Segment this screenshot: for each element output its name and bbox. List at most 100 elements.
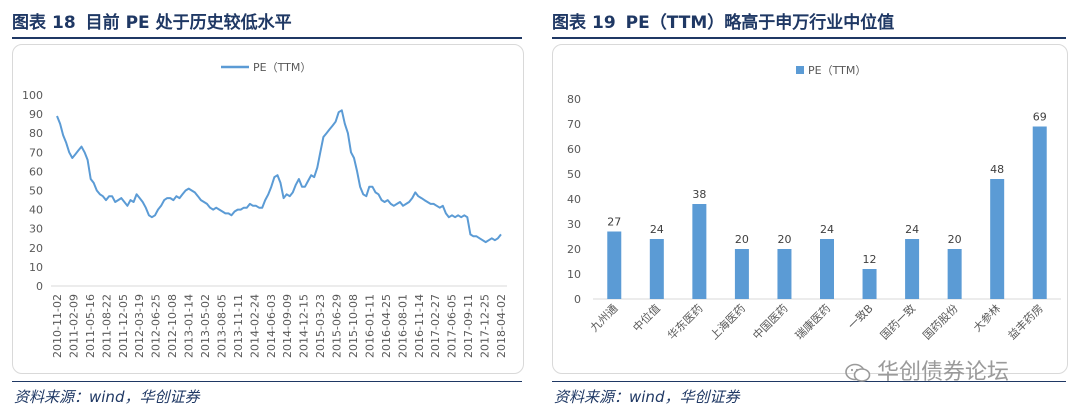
x-tick-label: 2011-08-22 — [100, 294, 113, 358]
bar — [947, 249, 962, 299]
legend-bar-swatch — [796, 66, 804, 74]
wechat-icon — [845, 363, 871, 382]
y-tick-label: 40 — [29, 204, 43, 217]
y-tick-label: 80 — [567, 93, 581, 106]
category-label: 大参林 — [970, 301, 1003, 334]
category-label: 上海医药 — [707, 301, 748, 342]
bar-data-label: 38 — [692, 188, 706, 201]
x-tick-label: 2011-02-09 — [67, 294, 80, 358]
bar-data-label: 20 — [777, 233, 791, 246]
line-chart-frame: PE（TTM） 0 10 20 30 40 50 60 70 80 90 100 2010-11-02 2… — [12, 44, 524, 374]
y-tick-label: 10 — [567, 268, 581, 281]
y-tick-label: 20 — [567, 243, 581, 256]
x-tick-label: 2013-11-11 — [232, 294, 245, 358]
right-figure-caption: PE（TTM）略高于申万行业中位值 — [625, 13, 895, 33]
left-figure-number: 18 — [52, 13, 76, 33]
bar — [777, 249, 792, 299]
bar — [649, 239, 664, 299]
x-tick-label: 2013-01-14 — [183, 294, 196, 358]
category-label: 一致B — [845, 301, 876, 332]
x-tick-label: 2015-10-08 — [347, 294, 360, 358]
y-tick-label: 30 — [567, 218, 581, 231]
y-tick-label: 70 — [29, 146, 43, 159]
x-tick-label: 2013-05-02 — [199, 294, 212, 358]
right-source-rule — [552, 381, 1066, 382]
bar-data-label: 20 — [735, 233, 749, 246]
y-tick-label: 40 — [567, 193, 581, 206]
x-tick-label: 2012-10-08 — [166, 294, 179, 358]
x-tick-label: 2017-06-05 — [446, 294, 459, 358]
y-tick-label: 70 — [567, 118, 581, 131]
left-figure-caption: 目前 PE 处于历史较低水平 — [85, 13, 292, 33]
right-source-note: 资料来源：wind，华创证券 — [554, 388, 740, 406]
bar-data-label: 24 — [650, 223, 664, 236]
x-tick-label: 2016-11-14 — [413, 294, 426, 358]
x-tick-label: 2015-06-29 — [331, 294, 344, 358]
x-tick-label: 2017-02-27 — [429, 294, 442, 358]
category-label: 益丰药房 — [1005, 301, 1046, 342]
bar-data-label: 24 — [905, 223, 919, 236]
x-tick-label: 2014-12-15 — [298, 294, 311, 358]
x-tick-label: 2017-09-11 — [462, 294, 475, 358]
x-tick-label: 2015-03-23 — [314, 294, 327, 358]
bar-data-label: 12 — [863, 253, 877, 266]
right-figure-title: 图表 19 PE（TTM）略高于申万行业中位值 — [552, 8, 894, 33]
legend-label: PE（TTM） — [253, 61, 311, 74]
bar — [607, 231, 622, 299]
bar — [692, 204, 707, 299]
x-tick-label: 2013-08-05 — [215, 294, 228, 358]
y-tick-label: 60 — [29, 165, 43, 178]
watermark-text: 华创债券论坛 — [877, 360, 1010, 385]
bar — [820, 239, 834, 299]
right-figure-panel: 图表 19 PE（TTM）略高于申万行业中位值 PE（TTM） 0 10 20 30 40 50… — [540, 0, 1080, 418]
pe-series-line — [56, 109, 502, 244]
y-tick-label: 10 — [29, 261, 43, 274]
y-tick-label: 50 — [567, 168, 581, 181]
category-label: 华东医药 — [664, 301, 705, 342]
y-tick-label: 60 — [567, 143, 581, 156]
x-tick-label: 2018-04-02 — [495, 294, 508, 358]
x-tick-label: 2014-06-03 — [265, 294, 278, 358]
x-tick-label: 2012-03-19 — [133, 294, 146, 358]
x-tick-label: 2010-11-02 — [51, 294, 64, 358]
y-tick-label: 50 — [29, 185, 43, 198]
right-title-rule — [552, 37, 1066, 39]
bar — [1032, 126, 1047, 299]
category-label: 国药股份 — [920, 302, 960, 342]
bar — [734, 249, 749, 299]
right-figure-label: 图表 — [552, 13, 586, 33]
category-label: 国药一致 — [877, 301, 918, 342]
x-tick-label: 2016-08-01 — [396, 294, 409, 358]
left-figure-title: 图表 18 目前 PE 处于历史较低水平 — [12, 8, 292, 33]
left-figure-label: 图表 — [12, 13, 46, 33]
bar-data-label: 48 — [990, 163, 1004, 176]
x-tick-label: 2016-04-25 — [380, 294, 393, 358]
bar-data-label: 20 — [948, 233, 962, 246]
x-tick-label: 2014-02-24 — [248, 294, 261, 358]
bar — [905, 239, 920, 299]
bar-data-label: 24 — [820, 223, 834, 236]
x-tick-label: 2014-09-09 — [281, 294, 294, 358]
category-label: 九州通 — [588, 302, 621, 335]
bar — [862, 269, 877, 299]
left-source-note: 资料来源：wind，华创证券 — [14, 388, 200, 406]
bar-chart: PE（TTM） 0 10 20 30 40 50 60 70 80 27 九州通 24 中位值 38 华东医药… — [567, 64, 1061, 342]
y-tick-label: 20 — [29, 242, 43, 255]
y-tick-label: 80 — [29, 127, 43, 140]
watermark: 华创债券论坛 — [845, 354, 1009, 386]
left-source-rule — [12, 381, 522, 382]
y-tick-label: 90 — [29, 108, 43, 121]
x-tick-label: 2017-12-25 — [479, 294, 492, 358]
y-tick-label: 30 — [29, 223, 43, 236]
category-label: 中国医药 — [750, 302, 790, 342]
legend-label: PE（TTM） — [808, 64, 866, 77]
bar-chart-frame: PE（TTM） 0 10 20 30 40 50 60 70 80 27 九州通 24 中位值 38 华东医药… — [552, 44, 1068, 374]
x-tick-label: 2011-05-16 — [84, 294, 97, 358]
right-figure-number: 19 — [592, 13, 616, 33]
left-figure-panel: 图表 18 目前 PE 处于历史较低水平 PE（TTM） 0 10 20 30 40 50 60 7… — [12, 8, 524, 406]
x-tick-label: 2016-01-11 — [363, 294, 376, 358]
bar-data-label: 27 — [607, 216, 621, 229]
category-label: 瑞康医药 — [792, 301, 833, 342]
y-tick-label: 0 — [574, 293, 581, 306]
